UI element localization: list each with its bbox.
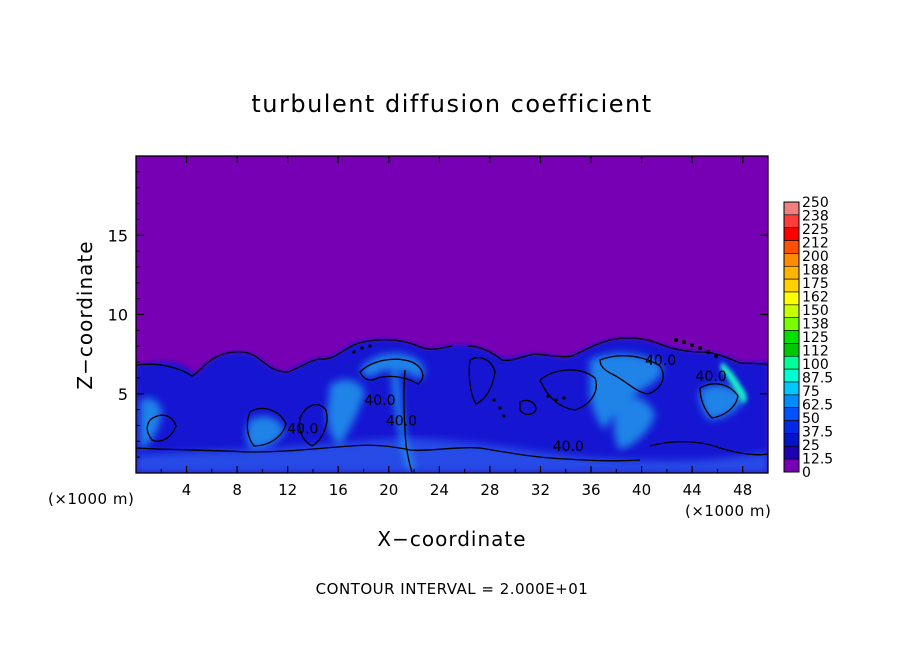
colorbar-label: 100 (802, 357, 829, 373)
colorbar-label: 212 (802, 236, 829, 252)
colorbar-label: 87.5 (802, 371, 833, 387)
colorbar-label: 200 (802, 249, 829, 265)
colorbar-swatch (783, 394, 800, 409)
colorbar: 2502382252122001881751621501381251121008… (783, 195, 833, 481)
contour-label: 40.0 (364, 393, 395, 409)
x-tick-label: 32 (531, 481, 550, 499)
colorbar-label: 162 (802, 290, 829, 306)
colorbar-swatch (783, 240, 800, 254)
plume-structures (140, 353, 745, 470)
colorbar-label: 238 (802, 209, 829, 225)
contour-interval-note: CONTOUR INTERVAL = 2.000E+01 (316, 580, 589, 598)
x-tick-label: 20 (379, 481, 398, 499)
colorbar-label: 12.5 (802, 452, 833, 468)
colorbar-label: 50 (802, 411, 820, 427)
y-tick-label: 10 (108, 306, 128, 325)
contour-label: 40.0 (645, 353, 676, 369)
y-axis-ticks: 5 10 15 (108, 171, 768, 458)
colorbar-frame (783, 201, 800, 473)
y-tick-label: 5 (118, 385, 128, 404)
colorbar-swatch (783, 445, 800, 460)
x-tick-label: 4 (182, 481, 192, 499)
x-axis-label: X−coordinate (377, 527, 526, 551)
colorbar-swatch (783, 291, 800, 306)
x-tick-label: 36 (581, 481, 600, 499)
contour-label: 40.0 (553, 439, 584, 455)
colorbar-label: 37.5 (802, 425, 833, 441)
colorbar-swatch (783, 265, 800, 280)
colorbar-label: 175 (802, 276, 829, 292)
contour-label: 40.0 (386, 413, 417, 429)
contour-label: 40.0 (287, 421, 318, 437)
colorbar-label: 125 (802, 330, 829, 346)
colorbar-swatch (783, 253, 800, 267)
colorbar-label: 138 (802, 317, 829, 333)
x-axis-unit-left: (×1000 m) (48, 490, 134, 508)
colorbar-swatch (783, 227, 800, 241)
colorbar-swatch (783, 407, 800, 421)
colorbar-swatch (783, 330, 800, 344)
plot-area: 40.0 40.0 40.0 40.0 40.0 40.0 (136, 156, 768, 473)
colorbar-swatch (783, 368, 800, 383)
chart-title: turbulent diffusion coefficient (251, 90, 652, 118)
x-tick-label: 40 (632, 481, 651, 499)
x-tick-label: 28 (480, 481, 499, 499)
x-tick-label: 48 (733, 481, 752, 499)
colorbar-label: 250 (802, 195, 829, 211)
colorbar-label: 0 (802, 465, 811, 481)
contour-dots (352, 338, 718, 418)
cyan-streak (720, 362, 747, 403)
x-axis-unit-right: (×1000 m) (685, 502, 771, 520)
colorbar-swatch (783, 317, 800, 331)
colorbar-swatch (783, 201, 800, 216)
contour-lines (136, 337, 768, 473)
colorbar-label: 225 (802, 222, 829, 238)
colorbar-label: 75 (802, 384, 820, 400)
x-tick-label: 44 (683, 481, 702, 499)
x-tick-label: 12 (278, 481, 297, 499)
colorbar-swatch (783, 433, 800, 447)
colorbar-label: 150 (802, 303, 829, 319)
x-tick-label: 24 (430, 481, 449, 499)
colorbar-swatch (783, 458, 800, 473)
contour-label: 40.0 (696, 369, 727, 385)
lower-band (136, 438, 768, 473)
colorbar-swatch (783, 420, 800, 434)
colorbar-label: 25 (802, 438, 820, 454)
colorbar-swatch (783, 214, 800, 229)
colorbar-swatch (783, 304, 800, 319)
colorbar-label: 112 (802, 344, 829, 360)
colorbar-swatch (783, 278, 800, 293)
y-tick-label: 15 (108, 226, 128, 245)
colorbar-label: 62.5 (802, 398, 833, 414)
colorbar-label: 188 (802, 263, 829, 279)
contour-labels: 40.0 40.0 40.0 40.0 40.0 40.0 (287, 353, 726, 455)
x-tick-label: 16 (329, 481, 348, 499)
x-tick-label: 8 (232, 481, 242, 499)
x-axis-ticks: 4 8 12 16 20 24 28 32 36 40 44 48 (160, 156, 752, 499)
colorbar-swatch (783, 355, 800, 370)
colorbar-swatch (783, 343, 800, 357)
colorbar-swatch (783, 381, 800, 396)
y-axis-label: Z−coordinate (73, 240, 97, 389)
